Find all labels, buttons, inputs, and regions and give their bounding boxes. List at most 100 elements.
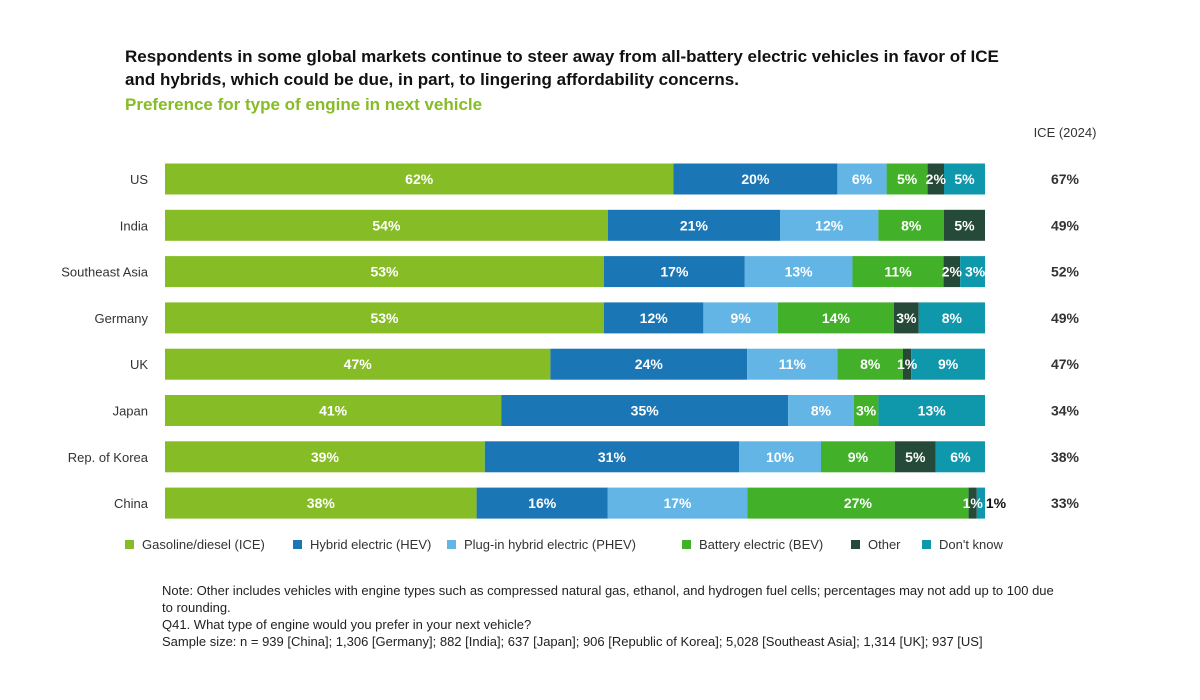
bar-segment-dontknow	[944, 163, 985, 195]
legend-swatch	[293, 540, 302, 549]
data-label: 53%	[370, 264, 399, 280]
data-label: 35%	[631, 403, 660, 419]
data-label: 12%	[815, 217, 844, 233]
data-label: 14%	[822, 310, 851, 326]
bar-segment-hev	[607, 209, 780, 241]
data-label: 54%	[372, 217, 401, 233]
bar-segment-bev	[886, 163, 928, 195]
chart-title: Respondents in some global markets conti…	[125, 47, 999, 89]
category-label: China	[114, 496, 149, 511]
data-label: 9%	[848, 449, 869, 465]
data-label: 47%	[344, 356, 373, 372]
legend-label: Battery electric (BEV)	[699, 537, 824, 552]
data-label: 9%	[938, 356, 959, 372]
bar-segment-hev	[603, 256, 745, 288]
data-label: 27%	[844, 495, 873, 511]
data-label: 39%	[311, 449, 340, 465]
bar-segment-ice	[165, 302, 604, 334]
category-label: India	[120, 218, 149, 233]
bar-segment-ice	[165, 209, 608, 241]
data-label: 5%	[905, 449, 926, 465]
legend-item-dontknow: Don't know	[922, 537, 1003, 552]
ice-2024-value: 38%	[1051, 449, 1080, 465]
legend-item-ice: Gasoline/diesel (ICE)	[125, 537, 265, 552]
legend-item-phev: Plug-in hybrid electric (PHEV)	[447, 537, 636, 552]
bar-segment-bev	[777, 302, 894, 334]
bar-segment-dontknow	[918, 302, 985, 334]
bar-segment-dontknow	[960, 256, 985, 288]
data-label: 41%	[319, 403, 348, 419]
data-label: 6%	[852, 171, 873, 187]
category-label: Southeast Asia	[61, 265, 148, 280]
data-label: 8%	[942, 310, 963, 326]
bar-segment-ice	[165, 163, 674, 195]
data-label: 21%	[680, 217, 709, 233]
bar-segment-ice	[165, 395, 502, 426]
data-label: 62%	[405, 171, 434, 187]
sample-size-text: Sample size: n = 939 [China]; 1,306 [Ger…	[162, 634, 983, 649]
category-label: Rep. of Korea	[68, 450, 149, 465]
legend-swatch	[125, 540, 134, 549]
category-label: UK	[130, 357, 148, 372]
bar-segment-phev	[788, 395, 854, 426]
data-label: 12%	[640, 310, 669, 326]
data-label: 24%	[635, 356, 664, 372]
data-label: 53%	[370, 310, 399, 326]
bar-segment-other	[893, 302, 919, 334]
data-label: 8%	[811, 403, 832, 419]
bar-segment-phev	[837, 163, 887, 195]
bar-segment-ice	[165, 256, 604, 288]
data-label: 3%	[856, 403, 877, 419]
data-label: 8%	[901, 217, 922, 233]
ice-2024-value: 34%	[1051, 403, 1080, 419]
data-label: 1%	[897, 356, 918, 372]
bar-segment-bev	[837, 348, 903, 380]
data-label: 13%	[785, 264, 814, 280]
data-label: 20%	[741, 171, 770, 187]
bar-segment-dontknow	[935, 441, 985, 473]
data-label: 38%	[307, 495, 336, 511]
data-label: 11%	[884, 264, 912, 280]
bar-segment-hev	[673, 163, 838, 195]
bar-segment-ice	[165, 348, 551, 380]
bar-segment-other	[944, 209, 985, 241]
ice-2024-header: ICE (2024)	[1033, 125, 1097, 140]
bar-segment-hev	[501, 395, 789, 426]
bar-segment-other	[968, 487, 977, 519]
ice-2024-value: 49%	[1051, 310, 1080, 326]
data-label: 8%	[860, 356, 881, 372]
bar-segment-dontknow	[878, 395, 985, 426]
bar-segment-other	[894, 441, 936, 473]
bar-segment-bev	[853, 395, 879, 426]
data-label: 31%	[598, 449, 627, 465]
bar-segment-ice	[165, 487, 477, 519]
data-label: 2%	[942, 264, 963, 280]
bar-segment-other	[943, 256, 961, 288]
data-label: 6%	[950, 449, 971, 465]
data-label: 9%	[731, 310, 752, 326]
data-label: 3%	[965, 264, 986, 280]
chart-subtitle: Preference for type of engine in next ve…	[125, 95, 483, 114]
bar-segment-other	[903, 348, 912, 380]
legend-label: Plug-in hybrid electric (PHEV)	[464, 537, 636, 552]
data-label: 17%	[663, 495, 692, 511]
ice-2024-value: 33%	[1051, 495, 1080, 511]
data-label: 3%	[896, 310, 917, 326]
data-label: 13%	[918, 403, 947, 419]
ice-2024-value: 67%	[1051, 171, 1080, 187]
bar-segment-phev	[780, 209, 879, 241]
data-label: 5%	[897, 171, 918, 187]
data-label: 2%	[926, 171, 947, 187]
bar-segment-phev	[739, 441, 821, 473]
bar-segment-phev	[744, 256, 853, 288]
bar-segment-dontknow	[911, 348, 985, 380]
bar-segment-hev	[476, 487, 608, 519]
stacked-bar-chart: US 62% 20% 6% 5% 2% 5% 67% India 54% 21% 12% 8% 5% 49%…	[61, 163, 1080, 519]
category-label: Japan	[113, 404, 148, 419]
data-label: 1%	[963, 495, 984, 511]
bar-segment-phev	[607, 487, 748, 519]
question-text: Q41. What type of engine would you prefe…	[162, 617, 532, 632]
ice-2024-value: 49%	[1051, 217, 1080, 233]
bar-segment-phev	[747, 348, 838, 380]
bar-segment-bev	[878, 209, 944, 241]
